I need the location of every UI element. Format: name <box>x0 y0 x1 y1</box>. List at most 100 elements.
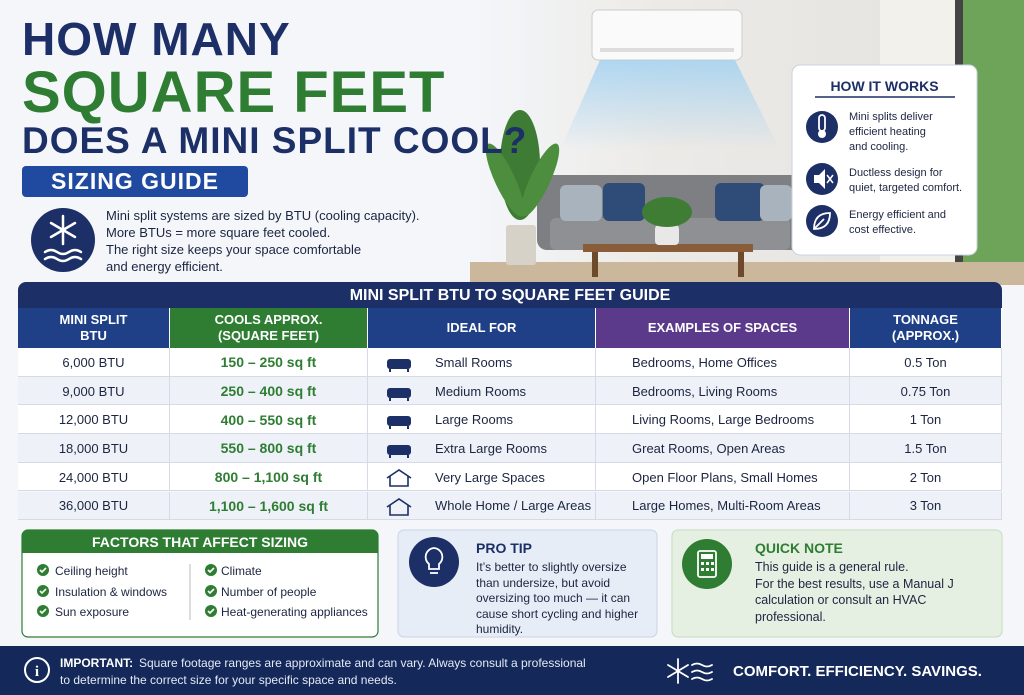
header-line: (SQUARE FEET) <box>217 328 320 343</box>
header-line: COOLS APPROX. <box>214 312 323 327</box>
pro-tip-line: cause short cycling and higher <box>476 606 639 621</box>
footer-label: IMPORTANT: <box>60 656 134 670</box>
cell-text: Large Rooms <box>435 412 514 428</box>
how-item-line: efficient heating <box>849 126 926 138</box>
quick-note-line: calculation or consult an HVAC <box>755 593 927 607</box>
table-cell: Living Rooms, Large Bedrooms <box>596 405 850 435</box>
factors-title: FACTORS THAT AFFECT SIZING <box>92 534 308 550</box>
quick-note-line: This guide is a general rule. <box>755 560 909 574</box>
factor: Heat-generating appliances <box>221 605 368 619</box>
room-icon <box>387 359 411 372</box>
table-cell: 12,000 BTU <box>18 405 170 435</box>
table-cell: 3 Ton <box>850 491 1002 521</box>
cell-text: 9,000 BTU <box>62 383 125 399</box>
table-cell: Great Rooms, Open Areas <box>596 434 850 463</box>
cell-text: Medium Rooms <box>435 383 527 399</box>
table-header: MINI SPLIT BTU <box>18 308 170 348</box>
cell-text: 1,100 – 1,600 sq ft <box>208 497 329 514</box>
table-cell: Bedrooms, Home Offices <box>596 348 850 377</box>
table-cell: Open Floor Plans, Small Homes <box>596 462 850 492</box>
table-title: MINI SPLIT BTU TO SQUARE FEET GUIDE <box>18 282 1002 308</box>
room-icon <box>386 468 412 487</box>
cell-text: 400 – 550 sq ft <box>220 411 317 428</box>
table-row <box>18 491 1002 521</box>
quick-note-line: For the best results, use a Manual J <box>755 576 954 591</box>
footer-text: to determine the correct size for your s… <box>60 673 397 687</box>
intro-line: The right size keeps your space comforta… <box>106 242 362 257</box>
cell-text: Bedrooms, Home Offices <box>632 354 777 370</box>
room-icon <box>387 416 411 430</box>
header-line: MINI SPLIT <box>59 312 128 327</box>
title-line: DOES A MINI SPLIT COOL? <box>22 120 528 161</box>
table-header: EXAMPLES OF SPACES <box>596 308 850 348</box>
table-cell: 1 Ton <box>850 405 1002 435</box>
cell-text: Open Floor Plans, Small Homes <box>632 469 818 485</box>
table-cell: Very Large Spaces <box>368 462 596 492</box>
table-cell: Large Homes, Multi-Room Areas <box>596 491 850 521</box>
table-cell: Extra Large Rooms <box>368 434 596 463</box>
quick-note-line: professional. <box>755 609 826 624</box>
cell-text: 6,000 BTU <box>62 354 125 370</box>
pro-tip-line: It’s better to slightly oversize <box>476 560 627 574</box>
cell-text: Great Rooms, Open Areas <box>632 440 786 456</box>
table-row <box>18 348 1002 377</box>
how-item-line: Mini splits deliver <box>849 111 933 123</box>
table-row <box>18 462 1002 492</box>
table-header: IDEAL FOR <box>368 308 596 348</box>
cell-text: 0.5 Ton <box>904 354 947 370</box>
table-cell: 24,000 BTU <box>18 462 170 492</box>
cell-text: Whole Home / Large Areas <box>435 498 592 514</box>
room-icon <box>387 387 411 401</box>
cell-text: 0.75 Ton <box>900 383 951 399</box>
pro-tip-line: oversizing too much — it can <box>476 591 631 605</box>
factor: Climate <box>221 564 262 578</box>
cell-text: 12,000 BTU <box>58 412 129 428</box>
factor: Insulation & windows <box>55 584 168 599</box>
header-line: BTU <box>80 328 107 343</box>
cell-text: 3 Ton <box>909 498 942 514</box>
cell-text: Very Large Spaces <box>435 469 545 485</box>
table-cell: 400 – 550 sq ft <box>170 405 368 435</box>
footer-text: Square footage ranges are approximate an… <box>139 656 586 670</box>
pro-tip-title: PRO TIP <box>476 540 533 556</box>
factor: Sun exposure <box>55 605 130 619</box>
table-cell: 0.75 Ton <box>850 376 1002 406</box>
cell-text: 18,000 BTU <box>58 440 129 456</box>
intro-line: More BTUs = more square feet cooled. <box>106 225 331 240</box>
table-header: COOLS APPROX. (SQUARE FEET) <box>170 308 368 348</box>
table-row <box>18 434 1002 463</box>
intro-line: and energy efficient. <box>106 259 223 274</box>
cell-text: Large Homes, Multi-Room Areas <box>632 498 821 514</box>
table-cell: 550 – 800 sq ft <box>170 434 368 463</box>
intro-line: Mini split systems are sized by BTU (coo… <box>106 208 420 223</box>
table-cell: Small Rooms <box>368 348 596 377</box>
cell-text: Bedrooms, Living Rooms <box>632 383 778 399</box>
room-icon <box>386 497 412 516</box>
cell-text: 250 – 400 sq ft <box>220 383 317 400</box>
cell-text: 150 – 250 sq ft <box>220 354 317 371</box>
table-cell: 0.5 Ton <box>850 348 1002 377</box>
pro-tip-line: humidity. <box>476 622 524 636</box>
table-cell: Medium Rooms <box>368 376 596 406</box>
how-item-line: Energy efficient and <box>849 209 947 221</box>
table-cell: Whole Home / Large Areas <box>368 491 596 521</box>
header-line: (APPROX.) <box>891 328 960 343</box>
table-cell: Bedrooms, Living Rooms <box>596 376 850 406</box>
slogan: COMFORT. EFFICIENCY. SAVINGS. <box>733 663 982 680</box>
header-line: EXAMPLES OF SPACES <box>647 320 798 335</box>
quick-note-title: QUICK NOTE <box>755 540 843 556</box>
title-line: SQUARE FEET <box>22 60 446 125</box>
table-cell: 800 – 1,100 sq ft <box>170 462 368 492</box>
table-cell: 9,000 BTU <box>18 376 170 406</box>
table-cell: Large Rooms <box>368 405 596 435</box>
table-header: TONNAGE (APPROX.) <box>850 308 1002 348</box>
table-cell: 6,000 BTU <box>18 348 170 377</box>
table-cell: 36,000 BTU <box>18 491 170 521</box>
factor: Ceiling height <box>55 564 128 578</box>
cell-text: 36,000 BTU <box>58 498 129 514</box>
factor: Number of people <box>221 584 317 599</box>
cell-text: 800 – 1,100 sq ft <box>214 469 323 486</box>
cell-text: 1 Ton <box>909 412 942 428</box>
table-cell: 250 – 400 sq ft <box>170 376 368 406</box>
